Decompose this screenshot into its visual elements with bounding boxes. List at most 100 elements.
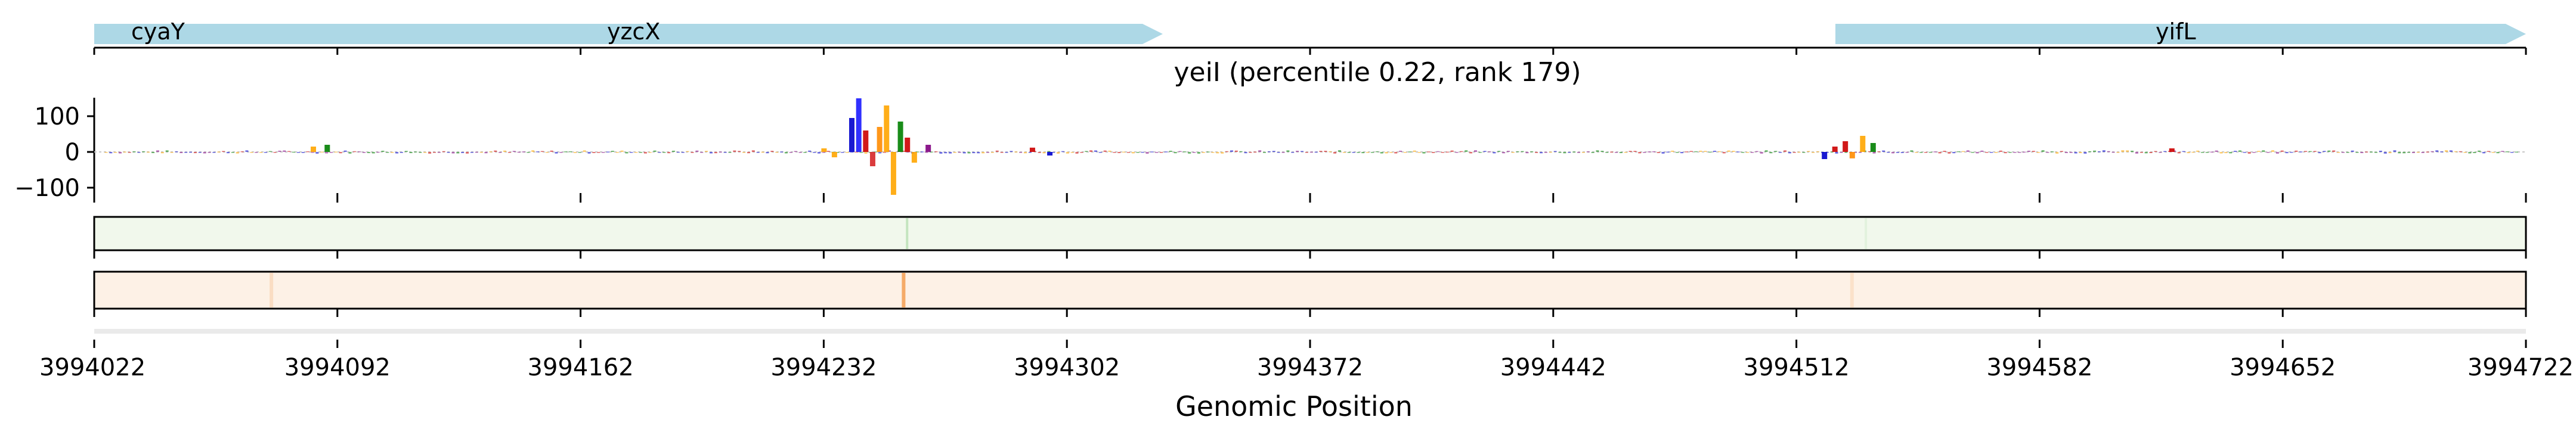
noise-mark: [1432, 152, 1435, 153]
noise-mark: [1643, 152, 1646, 153]
noise-mark: [1103, 150, 1107, 152]
noise-mark: [2177, 152, 2181, 154]
noise-mark: [292, 151, 296, 153]
x-tick-label-4: 3994302: [1014, 354, 1120, 381]
noise-mark: [2234, 151, 2237, 152]
noise-mark: [826, 151, 830, 152]
noise-mark: [1136, 152, 1140, 153]
noise-mark: [1840, 152, 1843, 153]
noise-mark: [1337, 150, 1341, 152]
noise-mark: [2046, 152, 2049, 153]
noise-mark: [193, 152, 197, 154]
peak-mark-21: [1029, 147, 1035, 152]
noise-mark: [1544, 152, 1547, 153]
noise-mark: [132, 151, 136, 153]
noise-mark: [1314, 151, 1318, 153]
noise-mark: [1957, 151, 1961, 153]
noise-mark: [2510, 152, 2514, 153]
noise-mark: [681, 152, 685, 153]
noise-mark: [1619, 152, 1623, 153]
noise-mark: [245, 150, 249, 152]
noise-mark: [1676, 152, 1679, 153]
noise-mark: [2496, 152, 2500, 154]
noise-mark: [1108, 150, 1111, 152]
noise-mark: [1938, 152, 1942, 154]
noise-mark: [1380, 152, 1383, 154]
noise-mark: [1197, 152, 1200, 154]
noise-mark: [536, 151, 540, 153]
noise-mark: [1948, 152, 1951, 154]
noise-mark: [503, 150, 506, 152]
peak-mark-15: [1843, 141, 1849, 152]
noise-mark: [1150, 151, 1154, 153]
noise-mark: [512, 151, 516, 152]
noise-mark: [296, 152, 300, 153]
noise-mark: [1193, 152, 1196, 153]
x-tick-label-9: 3994652: [2230, 354, 2336, 381]
peak-mark-1: [856, 98, 862, 152]
noise-mark: [2064, 152, 2068, 153]
noise-mark: [1145, 152, 1149, 154]
noise-mark: [751, 150, 755, 152]
peak-mark-10: [925, 145, 931, 152]
noise-mark: [363, 152, 366, 153]
noise-mark: [1441, 152, 1444, 153]
noise-mark: [264, 152, 267, 153]
noise-mark: [447, 152, 450, 153]
noise-mark: [1610, 151, 1614, 153]
noise-mark: [1169, 150, 1172, 152]
noise-mark: [841, 152, 844, 153]
green-highlight-0: [906, 218, 909, 249]
noise-mark: [2290, 151, 2293, 153]
noise-mark: [822, 152, 825, 153]
noise-mark: [1389, 152, 1393, 153]
noise-mark: [1633, 151, 1637, 152]
noise-mark: [662, 152, 666, 153]
noise-mark: [1652, 151, 1655, 153]
noise-mark: [658, 152, 661, 153]
noise-mark: [1070, 152, 1074, 153]
noise-mark: [198, 152, 202, 153]
x-tick-label-7: 3994512: [1744, 354, 1850, 381]
noise-mark: [1178, 151, 1182, 153]
noise-mark: [1094, 150, 1097, 152]
noise-mark: [1882, 150, 1885, 152]
noise-mark: [1253, 151, 1257, 153]
noise-mark: [2355, 152, 2359, 153]
noise-mark: [1333, 152, 1337, 154]
noise-mark: [353, 151, 357, 153]
noise-mark: [2252, 152, 2256, 153]
noise-mark: [479, 151, 483, 153]
noise-mark: [1370, 152, 1374, 153]
noise-mark: [990, 152, 994, 153]
noise-mark: [569, 151, 572, 153]
peak-mark-20: [324, 145, 330, 152]
noise-mark: [1010, 151, 1013, 152]
noise-mark: [798, 152, 802, 153]
noise-mark: [475, 151, 478, 153]
noise-mark: [878, 152, 882, 154]
noise-mark: [2398, 152, 2401, 154]
noise-mark: [2205, 152, 2209, 153]
noise-mark: [1755, 151, 1758, 153]
noise-mark: [1764, 150, 1768, 152]
noise-mark: [1230, 150, 1234, 152]
noise-mark: [719, 151, 722, 153]
noise-mark: [592, 152, 596, 153]
noise-mark: [1961, 151, 1965, 153]
noise-mark: [1788, 152, 1791, 154]
noise-mark: [1028, 152, 1032, 153]
noise-mark: [2454, 151, 2457, 153]
noise-mark: [2491, 152, 2495, 153]
noise-mark: [1741, 152, 1745, 153]
noise-mark: [226, 152, 230, 154]
noise-mark: [789, 152, 792, 153]
noise-mark: [1244, 152, 1247, 154]
noise-mark: [1394, 152, 1398, 154]
noise-mark: [381, 150, 385, 152]
noise-mark: [1385, 152, 1388, 154]
noise-mark: [1581, 152, 1585, 153]
peak-mark-0: [849, 118, 855, 152]
contribution-score-plot: 100 0 −100: [14, 98, 2527, 203]
noise-mark: [723, 152, 727, 153]
